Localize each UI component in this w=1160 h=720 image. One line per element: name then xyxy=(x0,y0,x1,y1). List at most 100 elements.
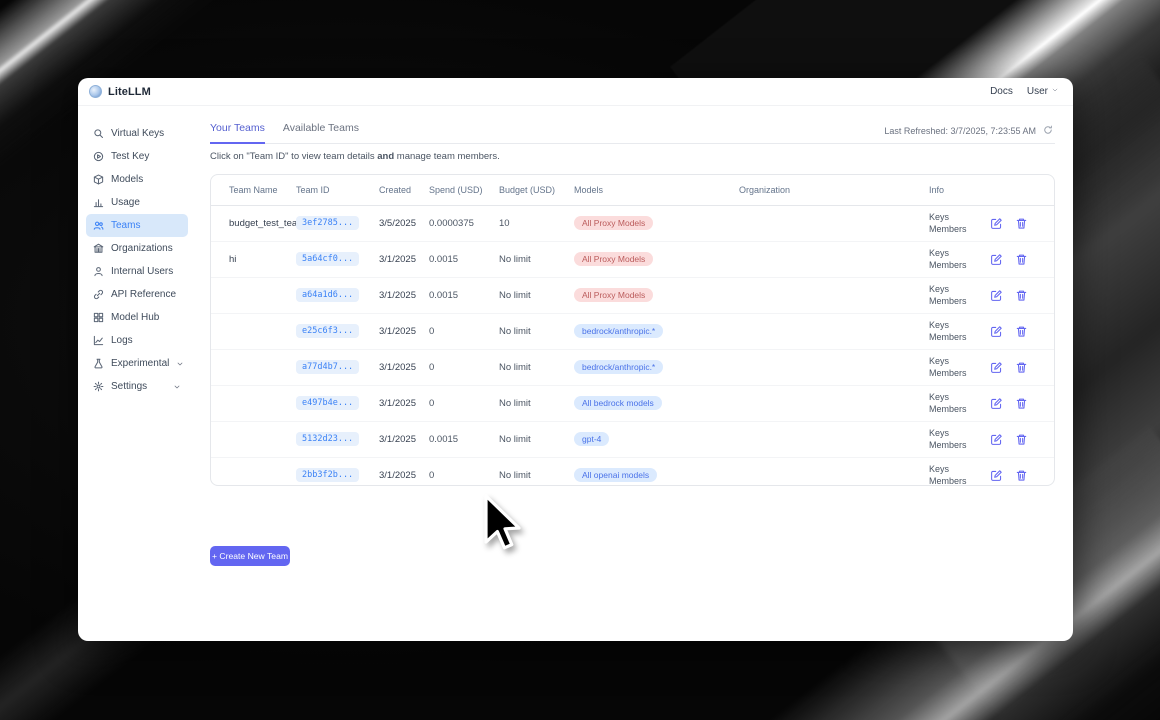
team-id-link[interactable]: 5a64cf0... xyxy=(296,252,360,266)
created-cell: 3/1/2025 xyxy=(379,421,429,458)
col-models: Models xyxy=(574,175,739,206)
delete-team-icon[interactable] xyxy=(1015,397,1028,410)
created-cell: 3/5/2025 xyxy=(379,205,429,242)
sidebar-item-models[interactable]: Models xyxy=(86,168,188,191)
team-id-link[interactable]: 5132d23... xyxy=(296,432,360,446)
members-label: Members xyxy=(929,296,967,306)
team-id-link[interactable]: e497b4e... xyxy=(296,396,360,410)
sidebar-item-teams[interactable]: Teams xyxy=(86,214,188,237)
keys-label: Keys xyxy=(929,428,950,438)
models-cell: All openai models xyxy=(574,457,739,485)
budget-cell: No limit xyxy=(499,349,574,386)
sidebar-item-experimental[interactable]: Experimental xyxy=(86,352,188,375)
edit-team-icon[interactable] xyxy=(990,433,1003,446)
tab-your-teams[interactable]: Your Teams xyxy=(210,122,265,144)
actions-cell xyxy=(986,385,1055,422)
brand-title: LiteLLM xyxy=(108,85,151,98)
team-id-link[interactable]: 3ef2785... xyxy=(296,216,360,230)
table-row: e25c6f3... 3/1/2025 0 No limit bedrock/a… xyxy=(211,313,1055,350)
sidebar-item-organizations[interactable]: Organizations xyxy=(86,237,188,260)
chevron-down-icon xyxy=(173,383,181,391)
organization-cell xyxy=(739,385,929,422)
info-cell: Keys Members xyxy=(929,241,986,278)
table-row: 5132d23... 3/1/2025 0.0015 No limit gpt-… xyxy=(211,421,1055,458)
team-id-link[interactable]: e25c6f3... xyxy=(296,324,360,338)
budget-cell: No limit xyxy=(499,469,531,481)
team-id-cell: 5a64cf0... xyxy=(296,241,379,278)
edit-team-icon[interactable] xyxy=(990,289,1003,302)
info-cell: Keys Members xyxy=(929,457,986,485)
created-cell: 3/1/2025 xyxy=(379,385,429,422)
keys-label: Keys xyxy=(929,212,950,222)
edit-team-icon[interactable] xyxy=(990,469,1003,482)
spend-cell: 0.0015 xyxy=(429,421,499,458)
organization-cell xyxy=(739,277,929,314)
sidebar-item-test-key[interactable]: Test Key xyxy=(86,145,188,168)
keys-label: Keys xyxy=(929,356,950,366)
create-new-team-button[interactable]: + Create New Team xyxy=(210,546,290,566)
model-badge: bedrock/anthropic.* xyxy=(574,360,664,374)
tabs-row: Your Teams Available Teams Last Refreshe… xyxy=(210,122,1056,144)
sidebar-item-model-hub[interactable]: Model Hub xyxy=(86,306,188,329)
col-team-id: Team ID xyxy=(296,175,379,206)
teams-table-card: Team Name Team ID Created Spend (USD) Bu… xyxy=(210,174,1056,486)
sidebar-item-label: Teams xyxy=(111,220,141,231)
beaker-icon xyxy=(93,358,104,369)
team-id-link[interactable]: 2bb3f2b... xyxy=(296,468,360,483)
sidebar-item-logs[interactable]: Logs xyxy=(86,329,188,352)
edit-team-icon[interactable] xyxy=(990,361,1003,374)
team-name-cell xyxy=(211,421,296,458)
delete-team-icon[interactable] xyxy=(1015,469,1028,482)
play-circle-icon xyxy=(93,151,104,162)
team-id-link[interactable]: a77d4b7... xyxy=(296,360,360,374)
budget-cell: No limit xyxy=(499,313,574,350)
sidebar-item-settings[interactable]: Settings xyxy=(86,375,188,398)
sidebar-item-internal-users[interactable]: Internal Users xyxy=(86,260,188,283)
created-cell: 3/1/2025 xyxy=(379,313,429,350)
col-team-name: Team Name xyxy=(211,175,296,206)
sidebar-item-label: Models xyxy=(111,174,144,185)
gear-icon xyxy=(93,381,104,392)
keys-label: Keys xyxy=(929,464,950,475)
building-icon xyxy=(93,243,104,254)
sidebar-item-label: Organizations xyxy=(111,243,173,254)
team-name-cell: budget_test_team xyxy=(211,205,296,242)
delete-team-icon[interactable] xyxy=(1015,289,1028,302)
team-id-cell: a64a1d6... xyxy=(296,277,379,314)
docs-link[interactable]: Docs xyxy=(990,86,1013,97)
user-menu[interactable]: User xyxy=(1027,86,1059,97)
delete-team-icon[interactable] xyxy=(1015,217,1028,230)
model-badge: All Proxy Models xyxy=(574,252,654,266)
actions-cell xyxy=(986,313,1055,350)
organization-cell xyxy=(739,421,929,458)
edit-team-icon[interactable] xyxy=(990,253,1003,266)
model-badge: bedrock/anthropic.* xyxy=(574,324,664,338)
info-cell: Keys Members xyxy=(929,421,986,458)
refresh-icon[interactable] xyxy=(1043,122,1053,140)
created-cell: 3/1/2025 xyxy=(379,277,429,314)
sidebar-item-label: Model Hub xyxy=(111,312,160,323)
edit-team-icon[interactable] xyxy=(990,325,1003,338)
team-id-cell: e497b4e... xyxy=(296,385,379,422)
table-row: a77d4b7... 3/1/2025 0 No limit bedrock/a… xyxy=(211,349,1055,386)
delete-team-icon[interactable] xyxy=(1015,325,1028,338)
model-badge: All openai models xyxy=(574,468,658,483)
members-label: Members xyxy=(929,332,967,342)
delete-team-icon[interactable] xyxy=(1015,253,1028,266)
sidebar-item-virtual-keys[interactable]: Virtual Keys xyxy=(86,122,188,145)
team-name-cell xyxy=(211,349,296,386)
spend-cell: 0 xyxy=(429,469,435,481)
grid-icon xyxy=(93,312,104,323)
team-name-cell: hi xyxy=(211,241,296,278)
delete-team-icon[interactable] xyxy=(1015,361,1028,374)
models-cell: All bedrock models xyxy=(574,385,739,422)
team-id-link[interactable]: a64a1d6... xyxy=(296,288,360,302)
organization-cell xyxy=(739,313,929,350)
sidebar-item-api-reference[interactable]: API Reference xyxy=(86,283,188,306)
sidebar-item-usage[interactable]: Usage xyxy=(86,191,188,214)
tab-available-teams[interactable]: Available Teams xyxy=(282,122,359,134)
edit-team-icon[interactable] xyxy=(990,397,1003,410)
delete-team-icon[interactable] xyxy=(1015,433,1028,446)
edit-team-icon[interactable] xyxy=(990,217,1003,230)
budget-cell: 10 xyxy=(499,205,574,242)
